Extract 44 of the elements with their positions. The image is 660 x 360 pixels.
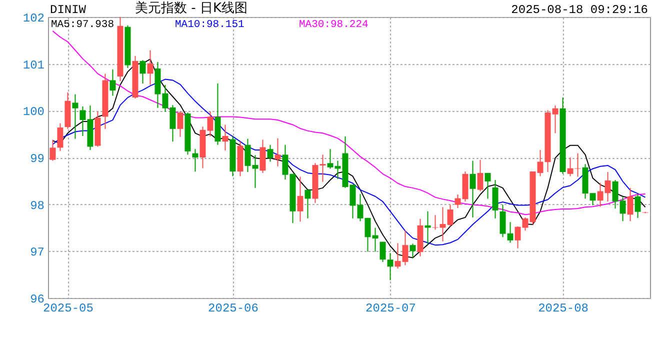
candlestick	[410, 243, 416, 258]
candlestick	[492, 179, 498, 219]
candlestick	[72, 94, 78, 140]
y-tick-label: 99	[30, 152, 44, 166]
candlestick	[222, 124, 228, 151]
candlestick	[634, 194, 641, 218]
candlestick	[297, 176, 304, 222]
candlestick	[57, 122, 64, 152]
line-series	[52, 30, 646, 216]
text: DINIW	[50, 3, 87, 17]
chart-title: 美元指数 - 日K线图	[135, 0, 248, 16]
text: 2025-08-18 09:29:16	[511, 3, 648, 17]
candlestick	[380, 241, 386, 262]
candlestick	[477, 159, 484, 192]
candlestick	[424, 210, 431, 246]
candlestick	[387, 252, 394, 281]
candlestick	[304, 189, 311, 219]
candlestick	[627, 187, 634, 222]
x-tick-label: 2025-07	[366, 302, 416, 316]
x-tick-label: 2025-08	[538, 302, 588, 316]
line-series	[52, 78, 646, 246]
text: MA30:98.224	[299, 19, 368, 31]
candlestick	[260, 139, 266, 174]
x-tick-label: 2025-05	[43, 302, 94, 316]
candlestick	[110, 68, 116, 96]
y-tick-label: 100	[22, 105, 44, 120]
candlestick	[147, 50, 154, 86]
candlestick	[567, 157, 574, 177]
text: MA10:98.151	[175, 19, 244, 31]
candlestick	[484, 172, 491, 200]
y-tick-label: 98	[30, 198, 44, 213]
candlestick	[470, 160, 476, 218]
y-tick-label: 97	[30, 246, 44, 260]
y-tick-label: 102	[22, 12, 44, 26]
candlestick	[50, 139, 56, 162]
x-tick-label: 2025-06	[208, 302, 258, 316]
y-tick-label: 101	[22, 58, 44, 72]
candlestick	[267, 144, 274, 162]
y-tick-label: 96	[30, 292, 44, 306]
candlestick	[192, 148, 198, 172]
text: MA5:97.938	[51, 19, 114, 31]
candlestick	[140, 60, 146, 84]
candlestick	[274, 138, 281, 167]
candlestick	[177, 110, 184, 138]
